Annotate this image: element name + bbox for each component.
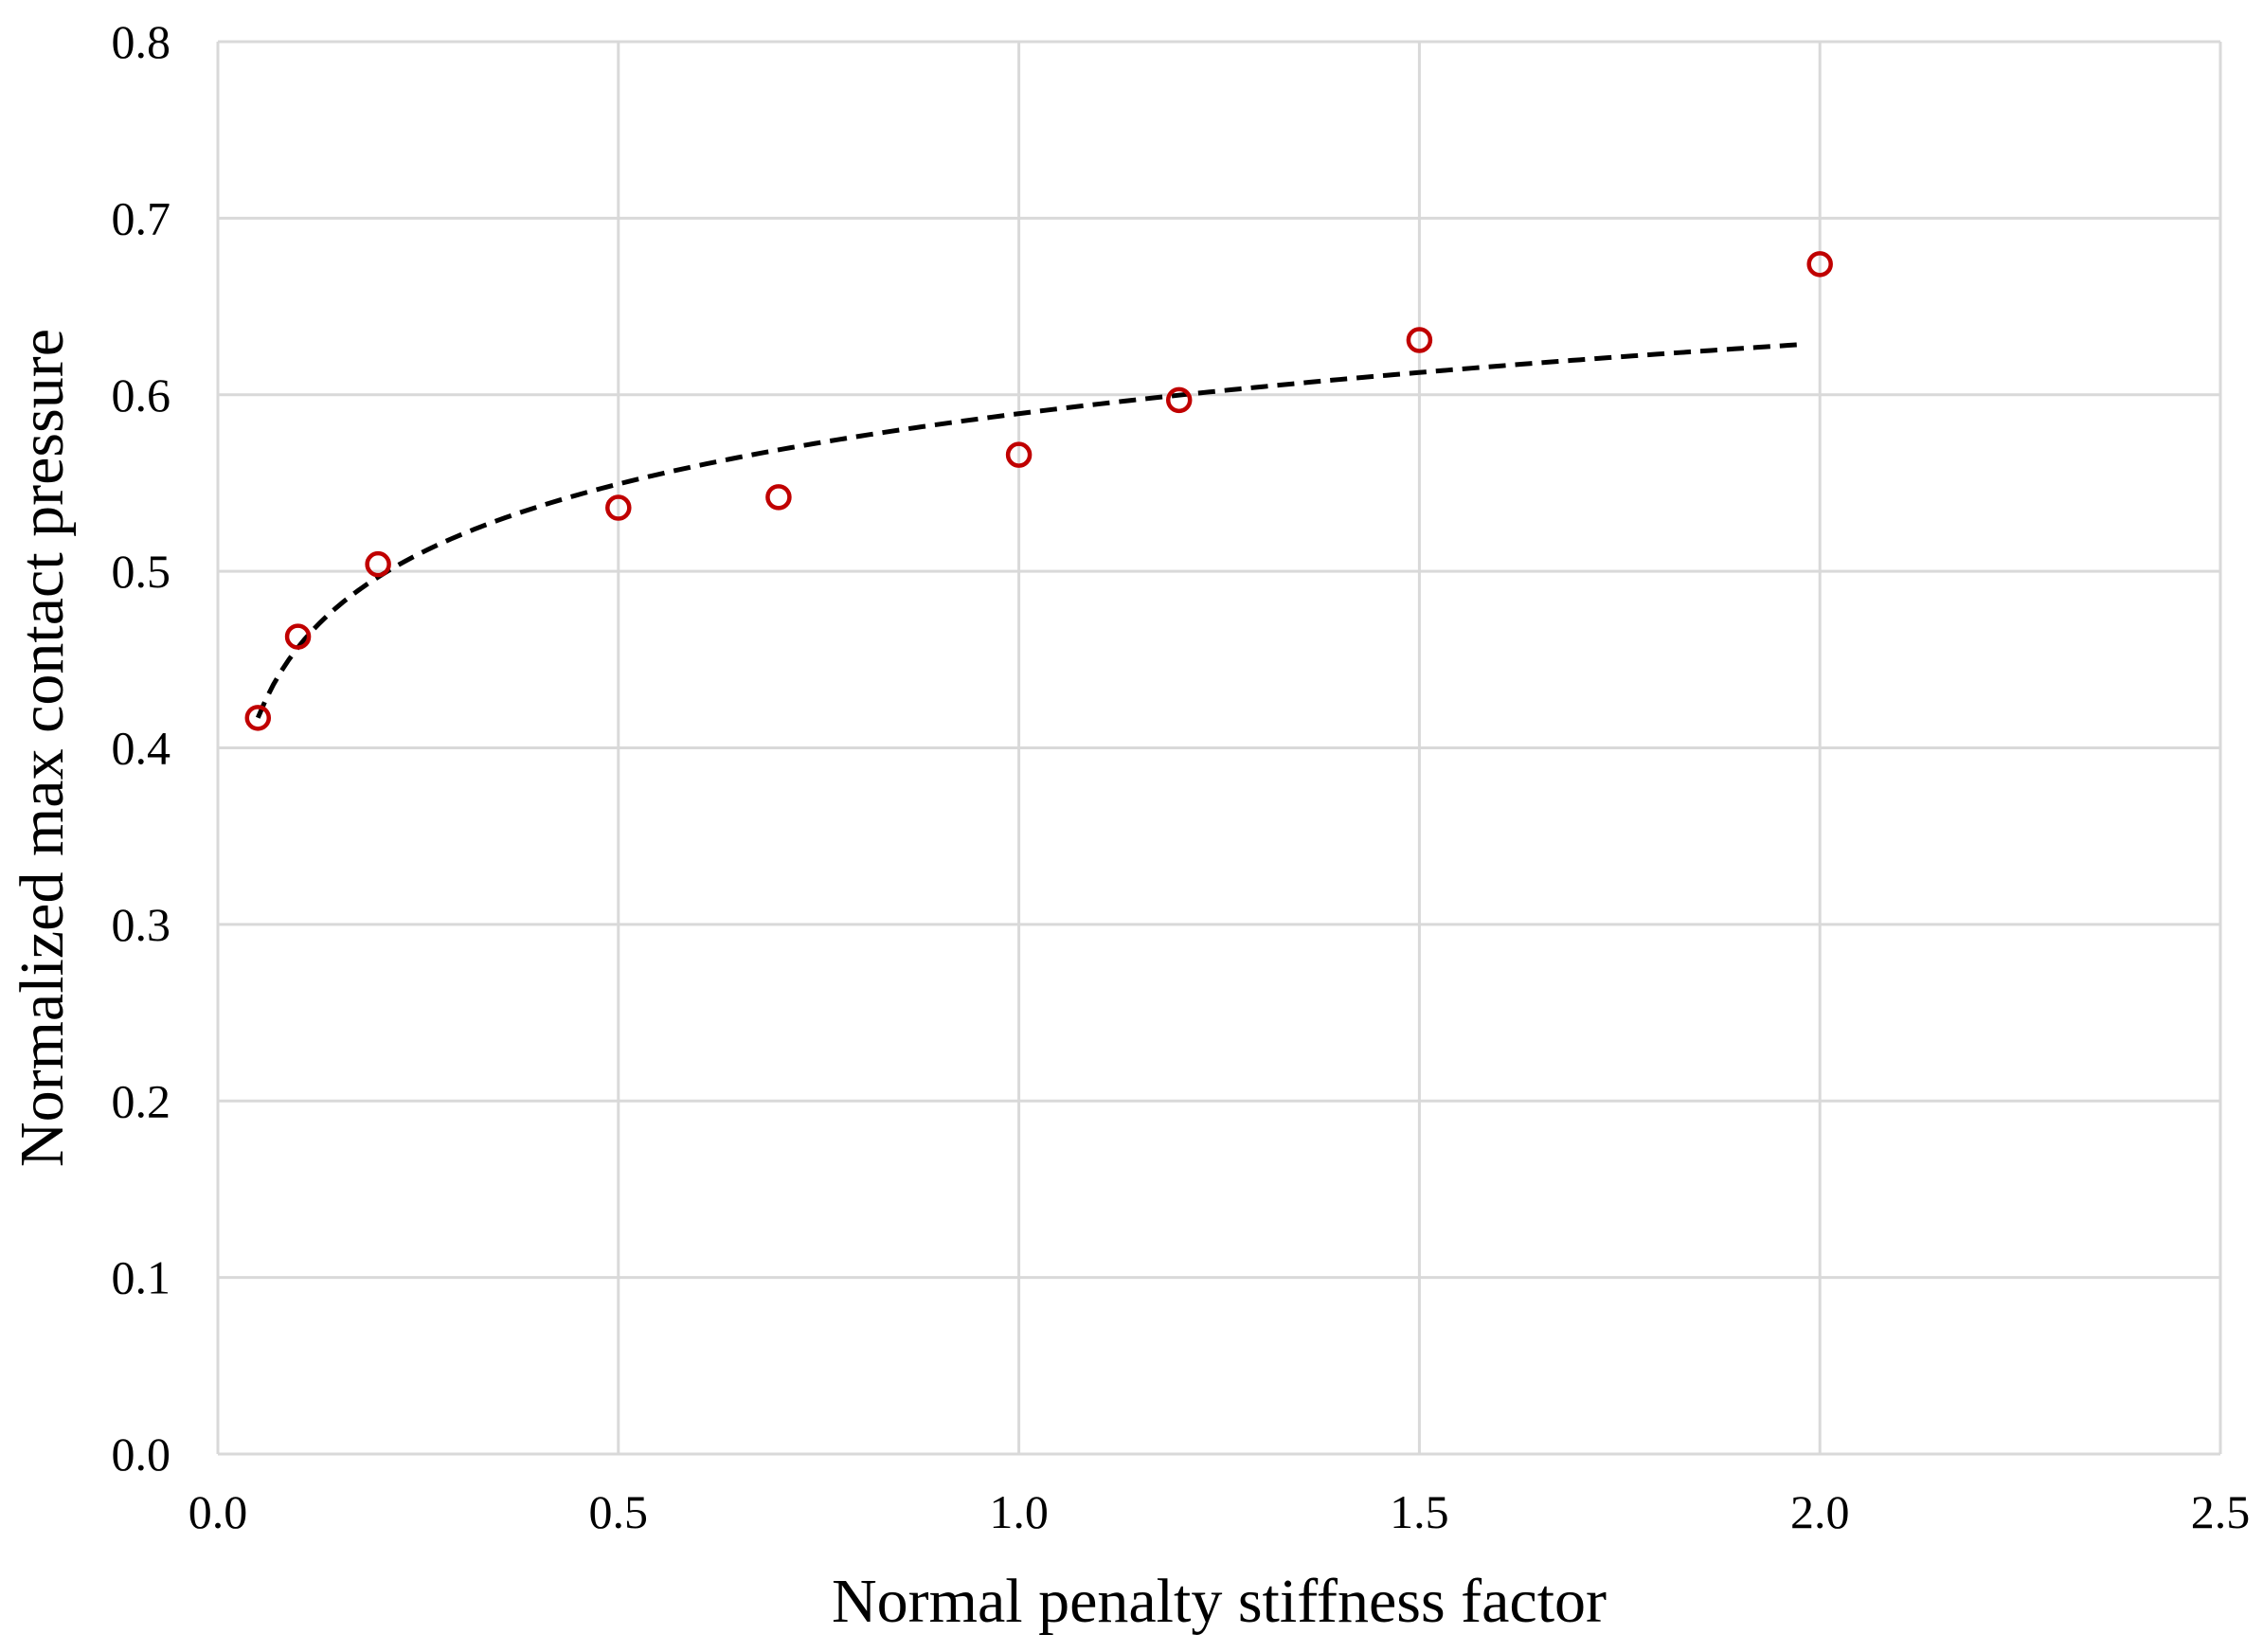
data-point	[765, 484, 792, 511]
y-tick-label: 0.7	[112, 191, 171, 244]
data-point	[605, 494, 632, 521]
y-tick-label: 0.0	[112, 1428, 171, 1481]
y-tick-label: 0.2	[112, 1074, 171, 1127]
data-point	[1165, 386, 1193, 414]
x-axis-title: Normal penalty stiffness factor	[832, 1567, 1607, 1636]
data-point	[365, 550, 391, 578]
y-tick-label: 0.4	[112, 722, 171, 775]
x-tick-label: 0.5	[589, 1485, 649, 1538]
y-tick-label: 0.6	[112, 368, 171, 422]
data-point	[284, 623, 312, 650]
data-point	[244, 705, 272, 731]
x-axis-tick-labels: 0.0 0.5 1.0 1.5 2.0 2.5	[189, 1485, 2251, 1538]
y-tick-label: 0.5	[112, 545, 171, 598]
trendline	[255, 341, 1805, 719]
y-tick-label: 0.8	[112, 15, 171, 68]
x-tick-label: 1.5	[1390, 1485, 1449, 1538]
y-axis-tick-labels: 0.0 0.1 0.2 0.3 0.4 0.5 0.6 0.7 0.8	[112, 15, 171, 1481]
y-tick-label: 0.3	[112, 898, 171, 951]
data-point	[1406, 327, 1433, 353]
data-points	[244, 251, 1833, 731]
grid-lines	[216, 40, 2222, 1456]
x-tick-label: 1.0	[989, 1485, 1049, 1538]
y-tick-label: 0.1	[112, 1251, 171, 1304]
data-point	[1806, 251, 1833, 278]
data-point	[1005, 441, 1033, 468]
y-axis-title: Normalized max contact pressure	[8, 329, 77, 1167]
x-tick-label: 0.0	[189, 1485, 248, 1538]
x-tick-label: 2.0	[1790, 1485, 1850, 1538]
x-tick-label: 2.5	[2191, 1485, 2251, 1538]
